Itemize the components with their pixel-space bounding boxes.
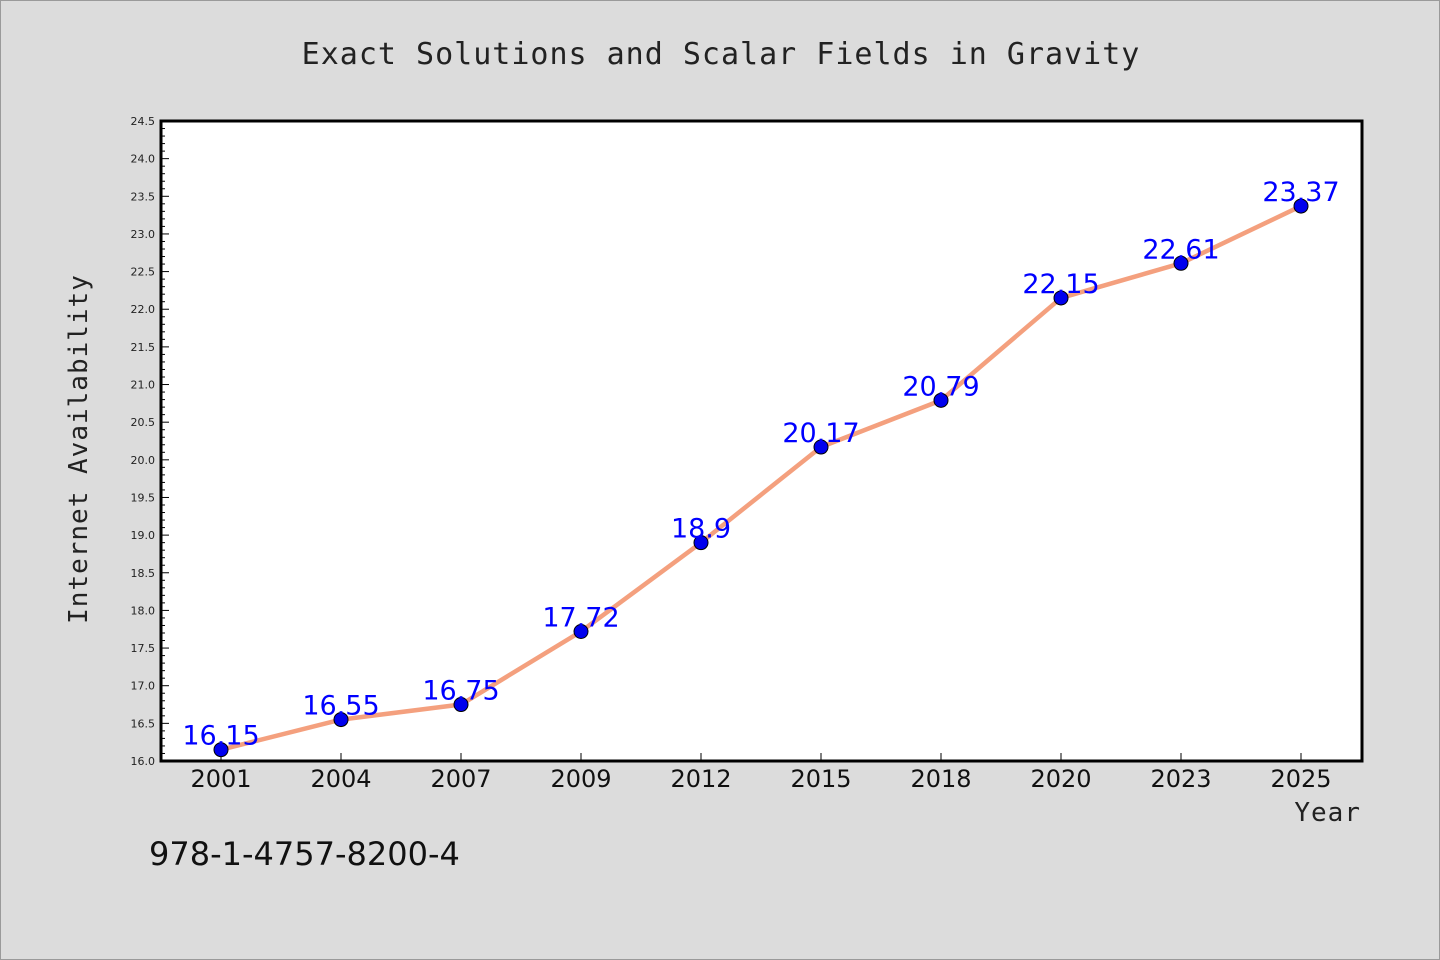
x-tick-label: 2009 — [550, 765, 611, 793]
data-point — [1173, 255, 1189, 271]
data-point — [213, 742, 229, 758]
x-tick-label: 2001 — [190, 765, 251, 793]
data-label: 18.9 — [671, 514, 731, 545]
x-tick-label: 2004 — [310, 765, 371, 793]
series-markers — [213, 198, 1309, 758]
y-tick-label: 17.5 — [131, 642, 156, 655]
data-label: 16.15 — [182, 721, 259, 752]
x-tick-label: 2018 — [910, 765, 971, 793]
data-point — [333, 712, 349, 728]
data-label: 22.15 — [1022, 269, 1099, 300]
data-label: 20.79 — [902, 371, 979, 402]
data-label: 22.61 — [1142, 234, 1219, 265]
y-tick-label: 19.5 — [131, 491, 156, 504]
data-label: 23.37 — [1262, 177, 1339, 208]
y-tick-label: 21.5 — [131, 341, 156, 354]
y-tick-label: 16.0 — [131, 755, 156, 768]
y-tick-label: 19.0 — [131, 529, 156, 542]
y-tick-label: 20.5 — [131, 416, 156, 429]
x-tick-label: 2007 — [430, 765, 491, 793]
data-point — [1053, 290, 1069, 306]
y-tick-label: 22.0 — [131, 303, 156, 316]
y-axis-ticks: 16.0 16.5 17.0 17.5 18.0 18.5 19.0 19.5 20.0 20.5… — [131, 115, 169, 768]
chart-title: Exact Solutions and Scalar Fields in Gra… — [302, 37, 1141, 72]
data-point — [813, 439, 829, 455]
x-tick-label: 2012 — [670, 765, 731, 793]
y-tick-label: 23.0 — [131, 228, 156, 241]
y-tick-label: 22.5 — [131, 266, 156, 279]
data-labels: 16.15 16.55 16.75 17.72 18.9 20.17 20.79 22.15 2… — [182, 177, 1339, 752]
data-label: 16.55 — [302, 691, 379, 722]
data-point — [453, 697, 469, 713]
x-tick-label: 2023 — [1150, 765, 1211, 793]
data-label: 17.72 — [542, 602, 619, 633]
y-tick-label: 18.0 — [131, 604, 156, 617]
plot-frame — [159, 119, 1364, 763]
x-tick-label: 2015 — [790, 765, 851, 793]
series-line — [218, 203, 1304, 752]
plot-area — [161, 121, 1362, 761]
y-tick-label: 24.5 — [131, 115, 156, 128]
data-point — [933, 392, 949, 408]
y-tick-label: 18.5 — [131, 567, 156, 580]
y-tick-label: 16.5 — [131, 717, 156, 730]
y-tick-label: 21.0 — [131, 379, 156, 392]
x-tick-label: 2020 — [1030, 765, 1091, 793]
y-tick-label: 24.0 — [131, 153, 156, 166]
x-axis-label: Year — [1294, 798, 1361, 828]
data-point — [1293, 198, 1309, 214]
y-tick-label: 20.0 — [131, 454, 156, 467]
data-point — [573, 623, 589, 639]
data-label: 20.17 — [782, 418, 859, 449]
x-tick-label: 2025 — [1270, 765, 1331, 793]
y-tick-label: 17.0 — [131, 680, 156, 693]
data-label: 16.75 — [422, 676, 499, 707]
data-point — [693, 535, 709, 551]
isbn-text: 978-1-4757-8200-4 — [149, 835, 460, 873]
y-axis-label: Internet Availability — [64, 274, 94, 624]
y-tick-label: 23.5 — [131, 190, 156, 203]
x-axis-ticks: 2001 2004 2007 2009 2012 2015 2018 2020 2023 2025 — [190, 753, 1332, 793]
